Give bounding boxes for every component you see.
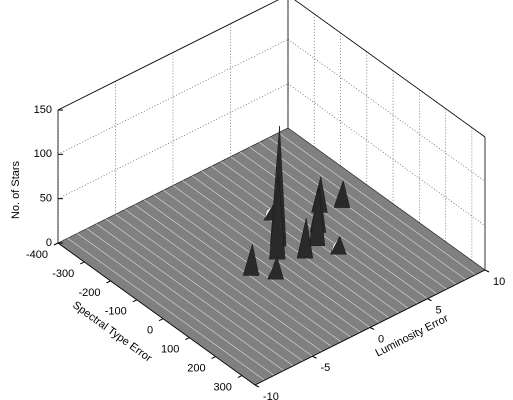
x-tick xyxy=(211,356,216,360)
surface-mesh xyxy=(86,228,284,371)
surface-mesh xyxy=(115,214,313,357)
x-tick-label: 200 xyxy=(187,363,205,375)
x-tick xyxy=(80,261,85,265)
surface-mesh xyxy=(230,156,428,299)
x-tick xyxy=(185,337,190,341)
x-tick xyxy=(158,318,164,322)
surface-mesh xyxy=(278,132,476,276)
y-tick xyxy=(484,269,490,273)
z-axis-label: No. of Stars xyxy=(10,160,22,219)
surface-peak xyxy=(308,187,326,247)
z-tick-label: 150 xyxy=(34,104,52,116)
surface-mesh xyxy=(211,166,409,309)
box-edge xyxy=(294,0,486,138)
surface-peak xyxy=(330,235,347,255)
z-tick-label: 100 xyxy=(34,148,52,160)
surface-mesh xyxy=(163,190,361,333)
surface-mesh xyxy=(134,204,332,347)
surface-mesh xyxy=(76,233,275,376)
peak-face xyxy=(296,218,314,259)
surface-mesh xyxy=(259,142,457,285)
y-tick xyxy=(254,384,260,388)
grid-line xyxy=(57,83,289,199)
y-tick-label: 0 xyxy=(378,333,384,345)
surface-peak xyxy=(333,180,351,208)
surface-mesh xyxy=(96,223,294,367)
x-tick xyxy=(132,299,138,303)
surface-mesh xyxy=(239,151,438,295)
y-tick xyxy=(312,355,317,359)
surface-mesh xyxy=(124,209,323,352)
surface-peak xyxy=(296,218,314,259)
surface-mesh xyxy=(249,146,447,290)
peak-face xyxy=(267,256,284,280)
surface-mesh xyxy=(144,199,342,343)
x-tick-label: 100 xyxy=(161,344,179,356)
surface-mesh xyxy=(191,175,390,319)
peak-face xyxy=(242,244,260,276)
y-tick-label: 10 xyxy=(493,276,505,288)
z-tick-label: 0 xyxy=(46,237,52,249)
surface-mesh xyxy=(67,237,265,381)
x-tick-label: -400 xyxy=(26,249,48,261)
x-tick-label: 300 xyxy=(214,381,232,393)
surface-mesh xyxy=(105,218,304,362)
y-tick-label: 5 xyxy=(436,305,442,317)
peak-face xyxy=(330,235,347,255)
y-tick-label: -10 xyxy=(263,391,279,400)
grid-line xyxy=(57,0,279,111)
surface-peak xyxy=(267,256,284,280)
x-tick-label: -200 xyxy=(79,287,101,299)
y-tick xyxy=(427,298,432,302)
peak-face xyxy=(308,187,326,247)
x-tick-label: 0 xyxy=(147,325,153,337)
x-tick-label: -300 xyxy=(52,268,74,280)
grid-line xyxy=(294,0,486,138)
x-tick xyxy=(237,375,243,378)
grid-line xyxy=(57,39,289,155)
x-tick-label: -100 xyxy=(105,306,127,318)
surface-mesh xyxy=(268,137,467,280)
axis-line xyxy=(57,242,256,386)
surface-mesh xyxy=(201,170,399,314)
x-tick xyxy=(53,242,59,246)
peak-face xyxy=(333,180,351,208)
box-edge xyxy=(57,0,279,111)
y-tick xyxy=(369,327,375,330)
z-tick-label: 50 xyxy=(40,193,52,205)
x-tick xyxy=(106,280,111,284)
surface-peak xyxy=(242,244,260,276)
y-tick-label: -5 xyxy=(321,362,331,374)
